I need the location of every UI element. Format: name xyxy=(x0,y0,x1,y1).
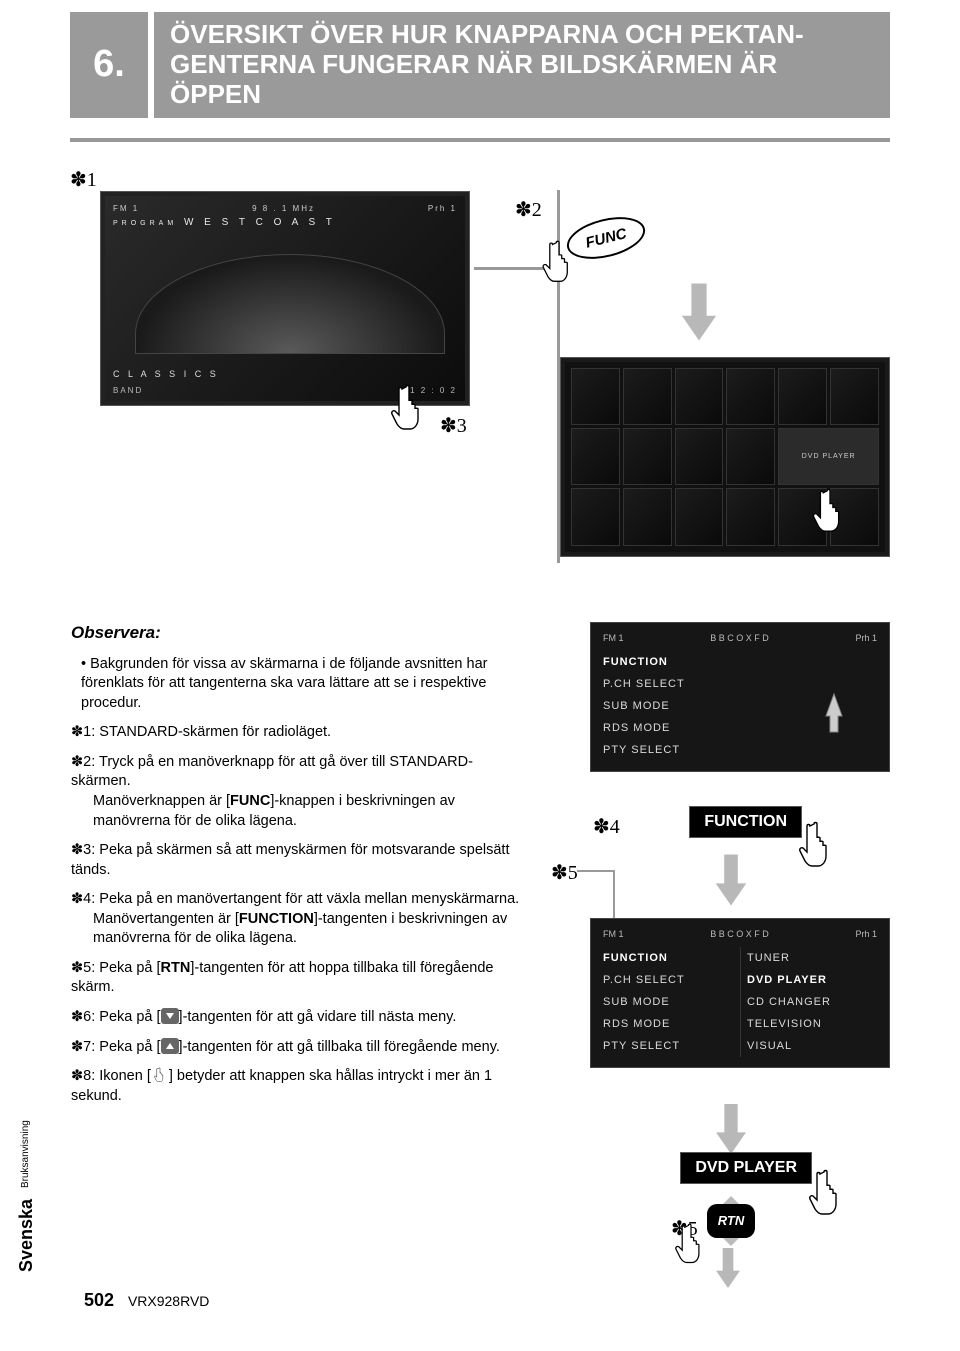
m2-station: B B C O X F D xyxy=(710,929,769,939)
menu-item: CD CHANGER xyxy=(747,991,877,1013)
menu-item: PTY SELECT xyxy=(603,739,877,761)
note-5: ✽5: Peka på [RTN]-tangenten för att hopp… xyxy=(71,959,531,998)
m2-preset: Prh 1 xyxy=(855,929,877,939)
observera-body: • Bakgrunden för vissa av skärmarna i de… xyxy=(71,655,531,714)
note-7: ✽7: Peka på []-tangenten för att gå till… xyxy=(71,1038,531,1058)
arrow-down-icon xyxy=(714,852,748,908)
menu-item: RDS MODE xyxy=(603,1013,740,1035)
note-1: ✽1: STANDARD-skärmen för radioläget. xyxy=(71,723,531,743)
ref-4: ✽4 xyxy=(593,814,620,839)
menu-item: P.CH SELECT xyxy=(603,969,740,991)
connector xyxy=(577,870,613,872)
radio-freq: 9 8 . 1 MHz xyxy=(252,204,315,213)
program-name: W E S T C O A S T xyxy=(184,217,336,228)
hand-icon xyxy=(673,1222,709,1266)
menu-item: FUNCTION xyxy=(603,947,740,969)
grid-dvd-cell: DVD PLAYER xyxy=(778,428,879,485)
section-number: 6. xyxy=(70,12,148,118)
m1-station: B B C O X F D xyxy=(710,633,769,643)
hand-icon xyxy=(806,1168,848,1218)
m1-preset: Prh 1 xyxy=(855,633,877,643)
connector xyxy=(613,870,615,920)
title-line2: GENTERNA FUNGERAR NÄR BILDSKÄRMEN ÄR ÖPP… xyxy=(170,49,777,109)
hand-icon xyxy=(540,239,578,285)
ref-1: ✽1 xyxy=(70,167,97,192)
header-rule xyxy=(70,138,890,142)
menu-item: TUNER xyxy=(747,947,877,969)
note-6: ✽6: Peka på []-tangenten för att gå vida… xyxy=(71,1008,531,1028)
section-header: 6. ÖVERSIKT ÖVER HUR KNAPPARNA OCH PEKTA… xyxy=(70,12,890,118)
rtn-button[interactable]: RTN xyxy=(707,1204,755,1238)
top-diagram-area: ✽1 FM 1 9 8 . 1 MHz Prh 1 PROGRAM W E S … xyxy=(70,167,890,597)
dvd-player-button[interactable]: DVD PLAYER xyxy=(680,1152,812,1184)
side-svenska: Svenska xyxy=(16,1199,36,1272)
band-label: BAND xyxy=(113,386,143,395)
model-code: VRX928RVD xyxy=(128,1293,209,1309)
observera-title: Observera: xyxy=(71,622,531,645)
m2-band: FM 1 xyxy=(603,929,624,939)
radio-preset: Prh 1 xyxy=(428,204,457,213)
menu-item: FUNCTION xyxy=(603,651,877,673)
ref-3: ✽3 xyxy=(440,413,467,438)
menu-item: VISUAL xyxy=(747,1035,877,1057)
radio-screen-inner: FM 1 9 8 . 1 MHz Prh 1 PROGRAM W E S T C… xyxy=(105,196,465,401)
arrow-down-icon xyxy=(714,1104,748,1154)
note-4: ✽4: Peka på en manövertangent för att vä… xyxy=(71,890,531,949)
note-3: ✽3: Peka på skärmen så att menyskärmen f… xyxy=(71,841,531,880)
hand-icon xyxy=(388,383,430,433)
side-bruks: Bruksanvisning xyxy=(20,1120,31,1188)
title-line1: ÖVERSIKT ÖVER HUR KNAPPARNA OCH PEKTAN- xyxy=(170,19,804,49)
function-button-label: FUNCTION xyxy=(704,813,787,830)
func-button-label: FUNC xyxy=(584,224,629,251)
menu-item: DVD PLAYER xyxy=(747,969,877,991)
pointer-icon xyxy=(816,692,852,742)
arrow-down-icon xyxy=(680,277,718,347)
up-icon xyxy=(161,1038,179,1054)
right-diagram-column: FM 1 B B C O X F D Prh 1 FUNCTION P.CH S… xyxy=(551,622,890,1272)
dvd-player-label: DVD PLAYER xyxy=(695,1159,797,1176)
classics-label: C L A S S I C S xyxy=(113,369,219,379)
notes-column: Observera: • Bakgrunden för vissa av skä… xyxy=(71,622,531,1272)
menu-item: TELEVISION xyxy=(747,1013,877,1035)
menu-item: SUB MODE xyxy=(603,991,740,1013)
menu-item: PTY SELECT xyxy=(603,1035,740,1057)
hand-icon xyxy=(810,487,850,535)
hand-icon xyxy=(796,820,838,870)
note-8: ✽8: Ikonen [ ] betyder att knappen ska h… xyxy=(71,1067,531,1106)
arrow-down-icon xyxy=(713,1248,743,1288)
ref-5a: ✽5 xyxy=(551,860,578,885)
radio-screen: FM 1 9 8 . 1 MHz Prh 1 PROGRAM W E S T C… xyxy=(100,191,470,406)
page-footer: 502 VRX928RVD xyxy=(84,1290,960,1311)
section-title: ÖVERSIKT ÖVER HUR KNAPPARNA OCH PEKTAN- … xyxy=(154,12,890,118)
page-number: 502 xyxy=(84,1290,114,1310)
hold-icon xyxy=(151,1067,169,1083)
side-tab: Svenska Bruksanvisning xyxy=(16,872,37,1272)
ref-2: ✽2 xyxy=(515,197,542,222)
program-label: PROGRAM xyxy=(113,220,177,227)
lower-area: Svenska Bruksanvisning Observera: • Bakg… xyxy=(0,622,890,1272)
down-icon xyxy=(161,1008,179,1024)
m1-band: FM 1 xyxy=(603,633,624,643)
menu-screen-2: FM 1 B B C O X F D Prh 1 FUNCTION P.CH S… xyxy=(590,918,890,1068)
rtn-label: RTN xyxy=(718,1213,744,1228)
function-button[interactable]: FUNCTION xyxy=(689,806,802,838)
note-2: ✽2: Tryck på en manöverknapp för att gå … xyxy=(71,753,531,831)
radio-band: FM 1 xyxy=(113,204,139,213)
